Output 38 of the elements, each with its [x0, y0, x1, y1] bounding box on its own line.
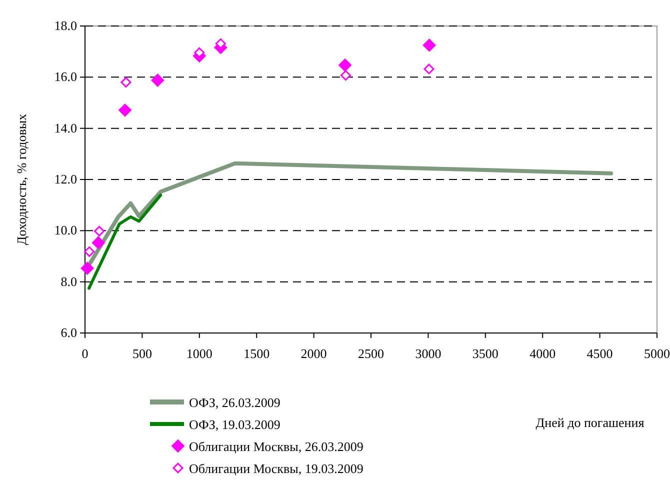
x-tick-label: 2500 [358, 346, 384, 361]
y-tick-label: 18.0 [54, 18, 77, 33]
y-tick-label: 16.0 [54, 69, 77, 84]
y-tick-label: 12.0 [54, 172, 77, 186]
y-tick-label: 14.0 [54, 120, 77, 136]
line-series [88, 194, 162, 290]
x-tick-label: 2000 [300, 346, 327, 361]
x-tick-label: 1500 [244, 346, 270, 361]
x-tick-label: 4500 [586, 346, 613, 361]
point [120, 77, 132, 88]
point [338, 58, 352, 72]
x-tick-label: 4000 [530, 346, 556, 361]
legend-label: ОФЗ, 19.03.2009 [189, 417, 280, 432]
x-tick-label: 3500 [472, 346, 498, 361]
y-tick-label: 10.0 [54, 222, 77, 238]
x-tick-label: 0 [82, 346, 88, 361]
point [422, 38, 436, 52]
point [84, 246, 95, 257]
y-tick-label: 6.0 [60, 325, 77, 340]
y-axis-title: Доходность, % годовых [14, 113, 29, 246]
x-tick-label: 500 [132, 346, 152, 361]
point [80, 262, 94, 275]
point [118, 104, 132, 117]
y-tick-label: 8.0 [60, 274, 77, 289]
x-tick-label: 1000 [186, 346, 212, 361]
x-tick-label: 5000 [644, 346, 670, 361]
x-tick-label: 3000 [415, 346, 442, 361]
point [194, 47, 205, 58]
point [92, 236, 105, 250]
point [424, 64, 434, 74]
legend-label: Облигации Москвы, 26.03.2009 [189, 439, 364, 454]
point [340, 70, 351, 81]
legend-label: Облигации Москвы, 19.03.2009 [189, 461, 364, 476]
legend-label: ОФЗ, 26.03.2009 [189, 395, 280, 410]
point [94, 226, 105, 236]
point [151, 74, 164, 87]
point [215, 38, 226, 49]
x-axis-title: Дней до погашения [536, 415, 644, 430]
